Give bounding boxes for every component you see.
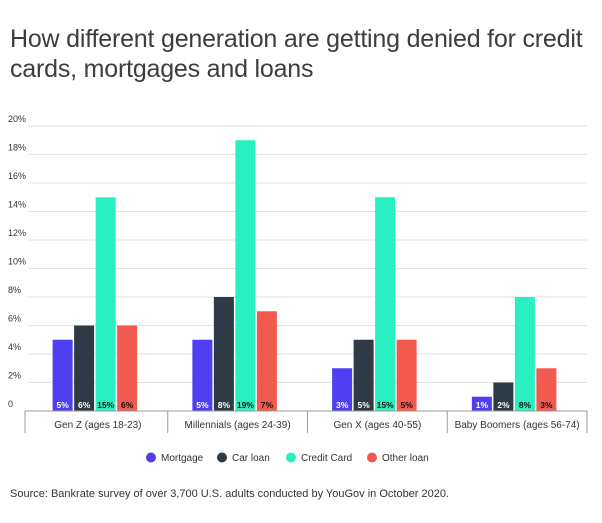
data-label: 15% (377, 400, 394, 410)
legend-label: Other loan (382, 453, 429, 464)
data-label: 7% (261, 400, 274, 410)
data-label: 15% (97, 400, 114, 410)
gridlines (28, 125, 587, 412)
y-tick-label: 8% (8, 285, 21, 295)
y-tick-label: 14% (8, 200, 26, 210)
bar-credit-card (514, 297, 535, 411)
chart-title: How different generation are getting den… (10, 25, 583, 83)
legend-label: Mortgage (161, 453, 204, 464)
data-label: 19% (237, 400, 254, 410)
legend-label: Credit Card (301, 453, 352, 464)
legend: Mortgage Car loan Credit Card Other loan (146, 452, 429, 464)
bar-car-loan (213, 297, 234, 411)
bar-credit-card (375, 197, 396, 411)
y-tick-label: 12% (8, 228, 26, 238)
y-tick-label: 16% (8, 171, 26, 181)
data-label: 5% (56, 400, 69, 410)
category-label: Baby Boomers (ages 56-74) (455, 420, 580, 431)
legend-swatch (146, 452, 156, 463)
legend-swatch (367, 452, 377, 463)
bar-mortgage (192, 339, 213, 411)
y-tick-label: 6% (8, 314, 21, 324)
source-note: Source: Bankrate survey of over 3,700 U.… (10, 488, 450, 500)
bar-car-loan (74, 325, 95, 411)
data-label: 6% (78, 400, 91, 410)
bar-credit-card (235, 140, 256, 411)
y-tick-label: 4% (8, 342, 21, 352)
bar-other-loan (536, 368, 557, 411)
y-tick-label: 18% (8, 143, 26, 153)
bar-other-loan (396, 339, 417, 411)
legend-swatch (217, 452, 227, 463)
data-label: 5% (196, 400, 209, 410)
y-tick-label: 0 (8, 399, 13, 409)
data-label: 1% (476, 400, 489, 410)
y-tick-label: 20% (8, 114, 26, 124)
bar-credit-card (95, 197, 116, 411)
bar-mortgage (52, 339, 73, 411)
category-label: Millennials (ages 24-39) (185, 420, 291, 431)
bar-other-loan (256, 311, 277, 411)
bars: 5% 6% 15% 6% 5% 8% 19% 7% 3% 5% 15% 5% 1% 2% 8% 3% (52, 140, 557, 411)
bar-mortgage (471, 396, 492, 411)
data-label: 5% (357, 400, 370, 410)
data-label: 3% (336, 400, 349, 410)
data-label: 6% (121, 400, 134, 410)
y-tick-label: 2% (8, 371, 21, 381)
data-label: 8% (218, 400, 231, 410)
y-tick-label: 10% (8, 257, 26, 267)
data-label: 2% (497, 400, 510, 410)
category-label: Gen Z (ages 18-23) (54, 420, 141, 431)
legend-swatch (286, 452, 296, 463)
data-label: 5% (400, 400, 413, 410)
bar-mortgage (332, 368, 353, 411)
data-label: 3% (540, 400, 553, 410)
y-axis: 0 2% 4% 6% 8% 10% 12% 14% 16% 18% 20% (8, 114, 26, 409)
bar-car-loan (493, 382, 514, 411)
legend-label: Car loan (232, 453, 270, 464)
bar-car-loan (353, 339, 374, 411)
bar-other-loan (117, 325, 138, 411)
category-label: Gen X (ages 40-55) (333, 420, 421, 431)
data-label: 8% (519, 400, 532, 410)
x-axis: Gen Z (ages 18-23) Millennials (ages 24-3… (24, 410, 588, 433)
